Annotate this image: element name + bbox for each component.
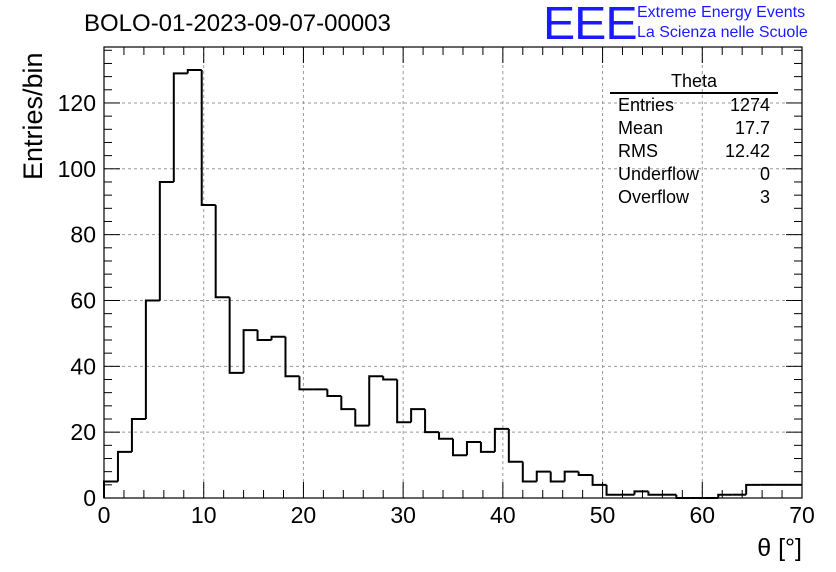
stats-label: Mean xyxy=(618,118,664,138)
logo-line-2: La Scienza nelle Scuole xyxy=(637,24,808,41)
stats-value: 17.7 xyxy=(734,118,770,138)
y-tick-label: 60 xyxy=(70,287,96,313)
histogram-bin xyxy=(158,180,174,301)
y-tick-label: 40 xyxy=(70,353,96,379)
stats-label: RMS xyxy=(618,141,658,161)
chart-title: BOLO-01-2023-09-07-00003 xyxy=(84,10,391,37)
logo-line-1: Extreme Energy Events xyxy=(637,4,806,21)
y-tick-label: 120 xyxy=(58,90,96,116)
histogram-bin xyxy=(577,471,593,476)
stats-row-entries: Entries 1274 xyxy=(610,94,778,117)
histogram-bin xyxy=(200,70,216,207)
histogram-bin xyxy=(144,299,160,419)
stats-label: Overflow xyxy=(618,187,690,207)
logo-mark: EEE xyxy=(543,0,638,49)
y-tick-label: 0 xyxy=(83,485,96,511)
x-tick-label: 70 xyxy=(789,502,815,528)
histogram-bin xyxy=(745,483,761,495)
stats-row-rms: RMS 12.42 xyxy=(610,140,778,163)
histogram-bin xyxy=(549,471,565,483)
histogram-bin xyxy=(675,494,691,499)
stats-label: Entries xyxy=(618,95,675,115)
histogram-bin xyxy=(605,484,621,496)
histogram-bin xyxy=(396,379,412,424)
x-tick-label: 10 xyxy=(191,502,217,528)
stats-row-underflow: Underflow 0 xyxy=(610,163,778,186)
stats-title: Theta xyxy=(610,70,778,94)
histogram-bin xyxy=(116,450,132,482)
histogram-bin xyxy=(535,470,551,482)
histogram-bin xyxy=(256,330,272,341)
histogram-bin xyxy=(214,205,230,299)
histogram-bin xyxy=(591,474,607,486)
histogram-bin xyxy=(298,376,314,391)
y-tick-label: 80 xyxy=(70,222,96,248)
histogram-bin xyxy=(507,428,523,463)
histogram-bin xyxy=(340,395,356,411)
stats-row-overflow: Overflow 3 xyxy=(610,186,778,209)
histogram-bin xyxy=(172,72,188,182)
histogram-bin xyxy=(368,375,384,426)
histogram-bin xyxy=(452,438,467,457)
histogram-bin xyxy=(647,491,663,496)
histogram-bin xyxy=(270,335,286,340)
stats-value: 3 xyxy=(759,187,770,207)
histogram-bin xyxy=(633,490,649,495)
histogram-bin xyxy=(284,336,300,378)
histogram-bin xyxy=(382,376,398,381)
stats-value: 0 xyxy=(759,164,770,184)
x-tick-label: 20 xyxy=(291,502,317,528)
stats-value: 1274 xyxy=(729,95,770,115)
histogram-bin xyxy=(242,329,258,373)
histogram-bin xyxy=(479,442,495,453)
x-tick-label: 30 xyxy=(390,502,416,528)
stats-value: 12.42 xyxy=(724,141,770,161)
y-tick-label: 20 xyxy=(70,419,96,445)
x-axis-label: θ [°] xyxy=(757,534,802,562)
x-tick-label: 40 xyxy=(490,502,516,528)
histogram-bin xyxy=(130,417,146,452)
histogram-bin xyxy=(465,441,481,456)
x-tick-label: 60 xyxy=(689,502,715,528)
histogram-bin xyxy=(186,69,202,74)
x-tick-label: 0 xyxy=(98,502,111,528)
x-tick-label: 50 xyxy=(590,502,616,528)
histogram-bin xyxy=(563,470,579,482)
plot-frame xyxy=(103,46,803,499)
histogram-bin xyxy=(410,408,426,423)
histogram-bin xyxy=(326,389,342,397)
histogram-bin xyxy=(493,427,509,452)
y-axis-label: Entries/bin xyxy=(18,52,48,180)
histogram-bin xyxy=(438,432,453,440)
stats-label: Underflow xyxy=(618,164,700,184)
histogram-bin xyxy=(354,409,370,427)
histogram-bin xyxy=(717,493,733,498)
histogram-bin xyxy=(521,461,537,483)
stats-row-mean: Mean 17.7 xyxy=(610,117,778,140)
stats-box: Theta Entries 1274 Mean 17.7 RMS 12.42 U… xyxy=(610,70,778,209)
histogram-bin xyxy=(424,409,440,434)
histogram-bin xyxy=(228,297,244,374)
histogram-bin xyxy=(103,480,118,498)
y-tick-label: 100 xyxy=(58,156,96,182)
